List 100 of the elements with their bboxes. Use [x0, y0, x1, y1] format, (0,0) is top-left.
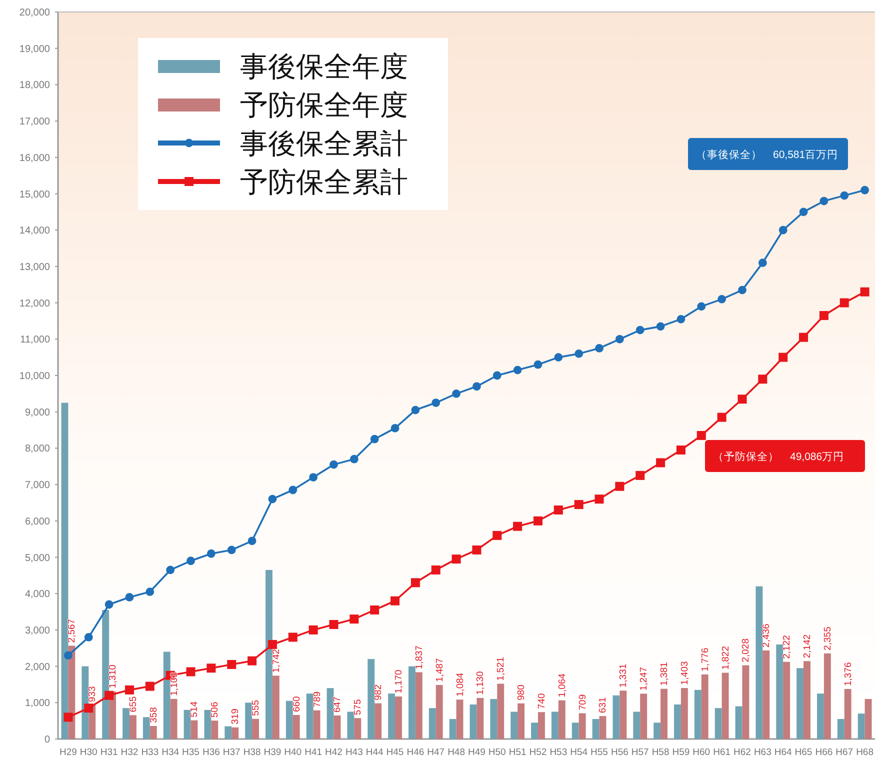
x-tick-label: H38 — [243, 747, 261, 758]
point — [410, 578, 420, 588]
bar — [735, 706, 742, 739]
x-tick-label: H62 — [734, 747, 751, 758]
y-tick-label: 14,000 — [19, 226, 50, 237]
x-tick-label: H64 — [774, 747, 792, 758]
bar — [722, 672, 729, 739]
point — [636, 326, 644, 334]
bar — [415, 672, 422, 739]
x-tick-label: H31 — [100, 747, 118, 758]
point — [554, 353, 563, 362]
x-tick-label: H30 — [80, 747, 98, 758]
point — [411, 406, 420, 414]
data-label: 660 — [291, 696, 302, 712]
point — [656, 458, 666, 468]
bar — [204, 710, 212, 739]
point — [104, 600, 114, 609]
data-label: 1,247 — [638, 666, 650, 691]
bar — [211, 720, 218, 739]
x-tick-label: H66 — [815, 747, 833, 758]
bar — [660, 688, 668, 739]
point — [799, 208, 808, 216]
y-tick-label: 0 — [44, 734, 50, 746]
point — [840, 298, 849, 308]
bar — [531, 722, 538, 739]
legend-label: 予防保全年度 — [240, 90, 408, 120]
bar — [368, 659, 375, 739]
point — [64, 712, 73, 722]
bar — [680, 688, 688, 739]
bar — [313, 710, 320, 739]
point — [452, 389, 460, 398]
y-tick-label: 9,000 — [24, 407, 50, 418]
point — [248, 656, 257, 666]
bar — [510, 712, 518, 739]
data-label: 789 — [312, 691, 323, 708]
data-label: 631 — [598, 697, 609, 714]
point — [533, 516, 542, 526]
data-label: 933 — [87, 686, 98, 702]
point — [186, 667, 196, 676]
bar — [816, 694, 824, 739]
bar — [184, 710, 191, 739]
bar — [578, 713, 586, 739]
x-tick-label: H40 — [284, 747, 302, 758]
data-label: 555 — [250, 700, 262, 716]
bar — [388, 694, 396, 739]
bar — [640, 694, 648, 739]
point — [718, 294, 726, 304]
point — [492, 371, 502, 380]
bar — [428, 708, 436, 739]
data-label: 575 — [352, 699, 364, 716]
x-tick-label: H50 — [488, 747, 506, 758]
data-label: 514 — [189, 701, 200, 718]
point — [288, 632, 298, 642]
point — [248, 536, 256, 546]
bar — [354, 718, 362, 739]
x-tick-label: H36 — [202, 747, 220, 758]
point — [227, 546, 236, 554]
point — [145, 682, 154, 691]
y-tick-label: 18,000 — [19, 80, 50, 92]
annotation: （予防保全） 49,086万円 — [713, 450, 844, 463]
point — [472, 382, 481, 391]
x-tick-label: H41 — [304, 747, 322, 758]
point — [513, 522, 522, 531]
bar — [266, 570, 272, 739]
point — [820, 196, 828, 206]
x-tick-label: H63 — [754, 747, 772, 758]
bar — [538, 712, 545, 739]
y-tick-label: 10,000 — [19, 371, 50, 382]
bar — [374, 703, 382, 739]
y-tick-label: 1,000 — [24, 698, 50, 710]
point — [370, 434, 379, 444]
data-label: 1,170 — [393, 670, 404, 694]
point — [840, 191, 849, 200]
point — [431, 565, 440, 574]
x-tick-label: H39 — [264, 747, 282, 758]
point — [615, 334, 624, 344]
bar — [150, 726, 157, 739]
point — [696, 430, 706, 440]
x-tick-label: H29 — [59, 747, 77, 758]
bar — [190, 720, 198, 739]
x-tick-label: H42 — [325, 747, 342, 758]
point — [268, 494, 277, 504]
bar — [286, 700, 293, 739]
x-tick-label: H51 — [508, 747, 526, 758]
bar — [837, 719, 844, 739]
point — [636, 470, 645, 480]
point — [104, 690, 114, 700]
point — [860, 186, 869, 194]
bar — [122, 708, 130, 739]
x-tick-label: H47 — [427, 747, 445, 758]
bar — [82, 666, 89, 739]
point — [288, 486, 298, 494]
x-tick-label: H60 — [692, 747, 710, 758]
point — [738, 286, 746, 294]
bar — [599, 716, 606, 739]
bar — [742, 665, 750, 739]
point — [309, 473, 318, 482]
bar — [714, 708, 722, 739]
bar — [694, 690, 702, 739]
data-label: 1,487 — [434, 658, 446, 682]
